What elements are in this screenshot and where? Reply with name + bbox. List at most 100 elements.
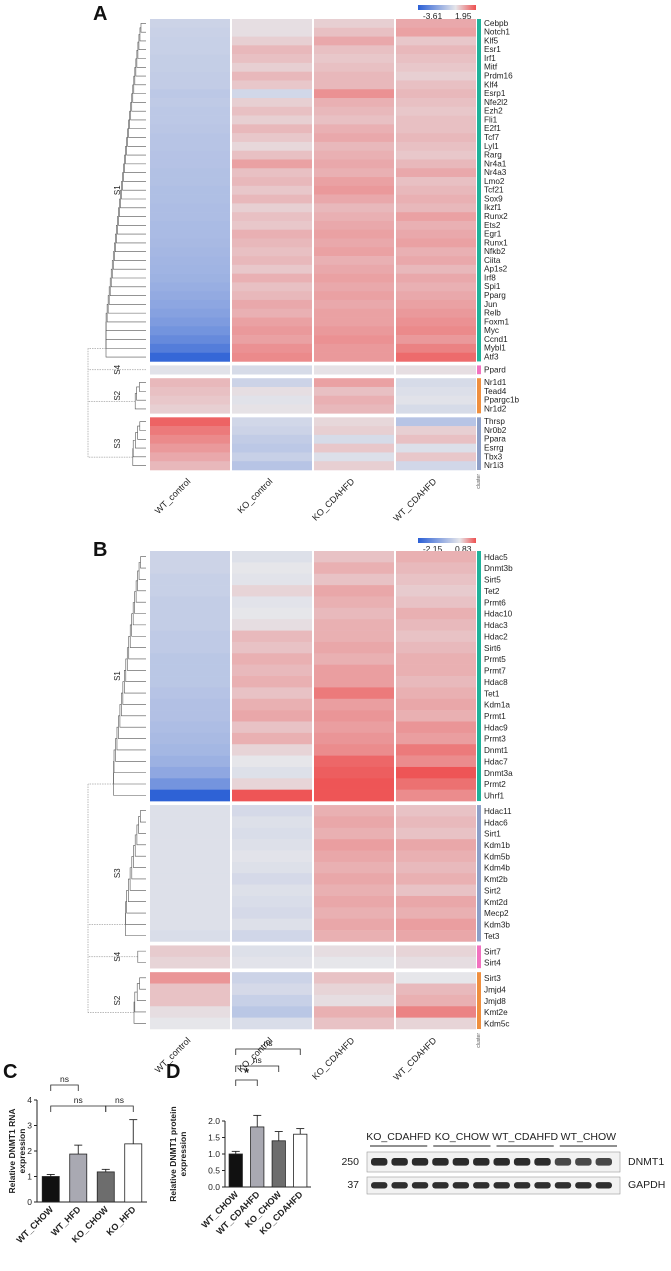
heatmap-cell [314,850,394,863]
heatmap-cell [150,839,230,851]
blot-band [595,1182,612,1189]
heatmap-cell [150,168,230,178]
heatmap-cell [232,212,312,222]
heatmap-cell [150,816,230,829]
heatmap-cell [396,417,476,427]
heatmap-cell [396,732,476,745]
gene-label: Hdac5 [484,553,508,562]
cluster-strip-s2 [477,378,481,414]
heatmap-cell [314,873,394,885]
gene-label: Hdac11 [484,807,512,816]
heatmap-cell [396,956,476,969]
heatmap-cell [232,827,312,840]
heatmap-cell [150,150,230,160]
heatmap-cell [150,619,230,631]
heatmap-cell [396,282,476,292]
heatmap-cell [396,452,476,462]
heatmap-cell [150,220,230,231]
heatmap-cell [314,168,394,178]
heatmap-cell [314,956,394,969]
cluster-strip-s4 [477,945,481,969]
gene-label: Kdm3b [484,921,510,930]
y-tick-label: 1.5 [208,1133,220,1143]
heatmap-cell [150,194,230,204]
gene-label: Kdm1a [484,701,510,710]
gene-label: Hdac10 [484,610,513,619]
heatmap-cell [150,238,230,248]
heatmap-cell [396,133,476,143]
heatmap-cell [150,895,230,908]
bar [124,1143,143,1203]
y-tick-label: 3 [27,1121,32,1131]
dendrogram-branch [137,425,146,440]
heatmap-cell [396,212,476,222]
heatmap-cell [232,141,312,151]
gene-label: Tcf7 [484,133,499,142]
dendrogram-branch [137,570,146,592]
heatmap-cell [314,335,394,345]
heatmap-cell [396,220,476,231]
heatmap-cell [396,827,476,840]
gene-label: Nfkb2 [484,247,506,256]
heatmap-cell [396,335,476,345]
significance-bracket [50,1105,107,1112]
heatmap-cell [314,573,394,586]
gene-label: Hdac9 [484,723,508,732]
gene-label: Nr1d2 [484,404,507,413]
y-tick-label: 0.0 [208,1182,220,1192]
heatmap-cell [396,256,476,266]
heatmap-cell [150,687,230,700]
heatmap-cell [396,664,476,677]
heatmap-cell [150,861,230,874]
gene-label: Pparg [484,291,506,300]
gene-label: Myc [484,326,499,335]
heatmap-cell [232,994,312,1007]
heatmap-cell [150,395,230,405]
cluster-strip-s1 [477,19,481,362]
heatmap-cell [314,203,394,213]
gene-label: Mybl1 [484,344,506,353]
dendrogram-branch [132,602,146,626]
x-tick-label: WT_CHOW [15,1204,56,1245]
gene-label: Jun [484,300,498,309]
heatmap-cell [232,732,312,745]
heatmap-cell [314,19,394,29]
dendrogram-branch [136,824,146,846]
heatmap-cell [232,573,312,586]
heatmap-cell [314,994,394,1007]
bar-chart-c: C 0 1 2 3 4 Relative DNMT1 RNA expression WT_CHO… [3,1061,147,1245]
group-label: S1 [113,671,122,681]
column-label: KO_CDAHFD [310,476,357,523]
heatmap-cell [396,562,476,575]
y-axis-label-line1: Relative DNMT1 RNA [7,1108,17,1193]
heatmap-cell [396,596,476,609]
column-label: KO_CDAHFD [310,1035,357,1082]
heatmap-cell [314,98,394,108]
heatmap-cell [150,256,230,266]
heatmap-cell [314,247,394,257]
heatmap-cell [314,80,394,90]
heatmap-cell [232,203,312,213]
blot-band [575,1158,592,1166]
heatmap-cell [150,80,230,90]
gene-label: Rarg [484,151,502,160]
heatmap-cell [396,839,476,851]
blot-group-label: WT_CDAHFD [492,1131,558,1143]
heatmap-cell [150,159,230,169]
heatmap-cell [314,229,394,239]
heatmap-cell [150,98,230,108]
heatmap-cell [314,721,394,734]
heatmap-cell [232,45,312,55]
heatmap-cell [232,596,312,609]
heatmap-cell [396,150,476,160]
heatmap-cell [396,19,476,29]
gene-label: Hdac3 [484,621,508,630]
heatmap-cell [314,326,394,336]
heatmap-cell [150,378,230,388]
heatmap-cell [150,789,230,802]
gene-label: Hdac2 [484,632,508,641]
gene-label: Lmo2 [484,177,505,186]
gene-label: Sirt5 [484,576,501,585]
gene-label: Prdm16 [484,72,513,81]
heatmap-cell [232,71,312,81]
